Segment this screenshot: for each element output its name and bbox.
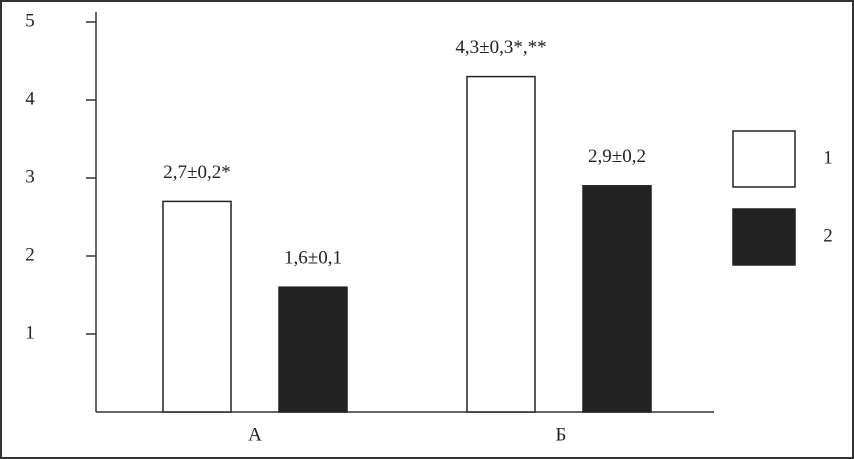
bar (582, 185, 652, 413)
bar (466, 75, 536, 413)
legend-label: 2 (823, 225, 833, 246)
bar (278, 286, 348, 413)
x-tick-label: А (248, 424, 262, 445)
legend-swatch (732, 208, 796, 266)
value-label: 2,7±0,2* (163, 162, 230, 183)
value-label: 4,3±0,3*,** (455, 37, 546, 58)
legend-label: 1 (823, 147, 833, 168)
y-tick-label: 2 (25, 244, 35, 265)
value-label: 1,6±0,1 (284, 248, 342, 269)
value-label: 2,9±0,2 (588, 146, 646, 167)
y-tick-label: 1 (25, 322, 35, 343)
y-tick-label: 4 (25, 88, 35, 109)
x-tick-label: Б (556, 424, 567, 445)
y-tick-label: 5 (25, 10, 35, 31)
y-tick-label: 3 (25, 166, 35, 187)
legend-swatch (732, 130, 796, 188)
bar (162, 200, 232, 413)
